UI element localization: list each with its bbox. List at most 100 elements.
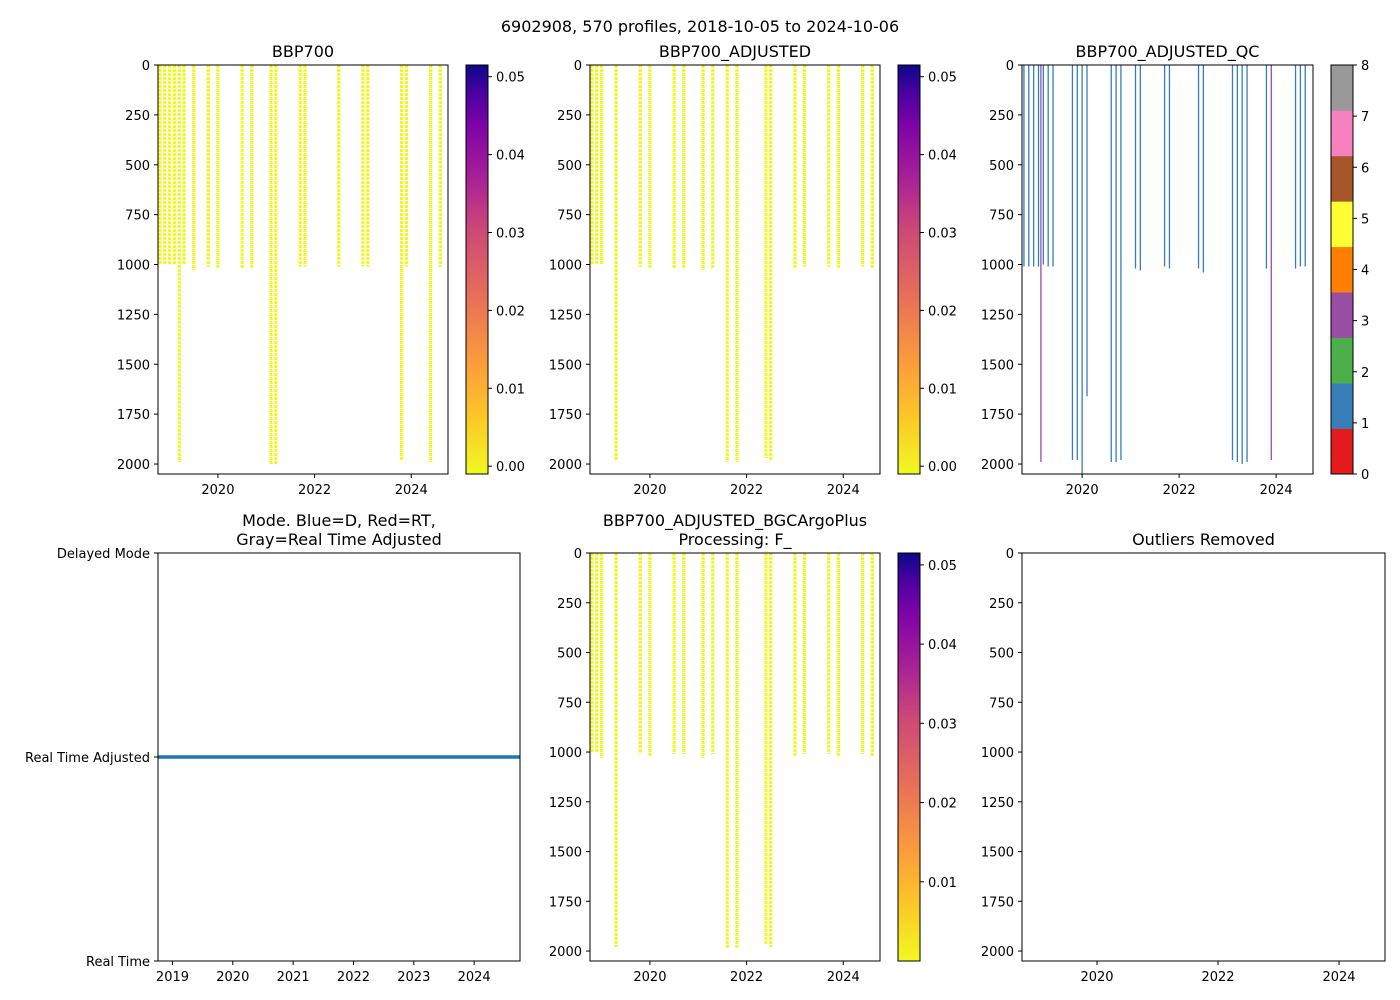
colorbar-tick-label: 0.03: [928, 226, 957, 241]
x-tick-label: 2020: [633, 970, 666, 985]
colorbar-swatch-5: [1331, 201, 1353, 248]
y-tick-label: 0: [1006, 59, 1014, 74]
profile-bar: [1120, 65, 1122, 461]
panels: BBP7000250500750100012501500175020002020…: [25, 42, 1386, 985]
profile-bar: [1042, 65, 1044, 265]
colorbar-frame: [897, 552, 921, 962]
chart-panel-3: BBP700_ADJUSTED_QC0250500750100012501500…: [981, 42, 1369, 498]
colorbar-tick-label: 0.02: [496, 304, 525, 319]
y-tick-label: 1000: [981, 746, 1014, 761]
colorbar-tick-label: 3: [1361, 315, 1369, 330]
plot-area: [158, 65, 442, 465]
plot-area: [1023, 65, 1306, 474]
chart-panel-2: BBP700_ADJUSTED 0 250 500 750 1000 1250 1500 175…: [549, 42, 957, 498]
x-axis: 2020 2022 2024: [201, 474, 428, 498]
colorbar-tick-label: 4: [1361, 264, 1369, 279]
colorbar-tick-label: 0.01: [928, 876, 957, 891]
chart-title: Gray=Real Time Adjusted: [236, 530, 442, 549]
x-tick-label: 2020: [633, 483, 666, 498]
x-axis: 2020 2022 2024: [633, 961, 860, 985]
chart-panel-4: Mode. Blue=D, Red=RT,Gray=Real Time Adju…: [25, 511, 521, 985]
axes-frame: [589, 552, 881, 962]
axes-frame: [1021, 64, 1314, 475]
y-tick-label: 750: [125, 209, 150, 224]
chart-title: Outliers Removed: [1132, 530, 1275, 549]
colorbar-tick-label: 0.05: [928, 71, 957, 86]
chart-panel-1: BBP700 0 250 500 750 1000 1250 1500 1750 2000 2020…: [117, 42, 525, 498]
x-tick-label: 2019: [156, 970, 189, 985]
x-tick-label: 2024: [1322, 970, 1355, 985]
y-tick-label: 1500: [549, 846, 582, 861]
colorbar-tick-label: 8: [1361, 59, 1369, 74]
colorbar-tick-label: 0.02: [928, 797, 957, 812]
profile-bar: [1197, 65, 1200, 269]
y-tick-label: 500: [557, 647, 582, 662]
profile-bar: [1081, 65, 1083, 474]
colorbar-tick-label: 0.00: [928, 460, 957, 475]
y-tick-label: 750: [989, 696, 1014, 711]
y-tick-label: 1500: [549, 358, 582, 373]
y-tick-label: 250: [557, 109, 582, 124]
y-tick-label: 1000: [117, 259, 150, 274]
x-tick-label: 2020: [1066, 483, 1099, 498]
colorbar: 0.00 0.01 0.02 0.03 0.04 0.05: [897, 64, 957, 475]
x-tick-label: 2022: [1201, 970, 1234, 985]
x-axis: 2020 2022 2024: [633, 474, 860, 498]
profile-bar: [1037, 65, 1040, 267]
y-tick-label: 0: [574, 59, 582, 74]
colorbar-tick-label: 0.05: [496, 71, 525, 86]
colorbar-swatch-6: [1331, 155, 1353, 202]
y-tick-label: 0: [142, 59, 150, 74]
y-tick-label: 1250: [549, 308, 582, 323]
chart-title: BBP700_ADJUSTED_BGCArgoPlus: [603, 511, 867, 531]
y-tick-label: 1000: [549, 746, 582, 761]
y-tick-label: 2000: [117, 458, 150, 473]
colorbar-tick-label: 0: [1361, 468, 1369, 483]
y-tick-label: Real Time Adjusted: [25, 751, 150, 766]
y-tick-label: 1750: [981, 408, 1014, 423]
plot-area: [590, 65, 874, 463]
x-tick-label: 2024: [827, 483, 860, 498]
x-axis: 2020 2022 2024: [1066, 474, 1293, 498]
colorbar-tick-label: 1: [1361, 417, 1369, 432]
y-tick-label: 1250: [981, 308, 1014, 323]
x-tick-label: 2022: [730, 970, 763, 985]
profile-bar: [1086, 65, 1088, 397]
colorbar-swatch-4: [1331, 246, 1353, 293]
profile-bar: [1071, 65, 1074, 461]
y-tick-label: 250: [125, 109, 150, 124]
y-tick-label: 1750: [981, 895, 1014, 910]
y-tick-label: 500: [125, 159, 150, 174]
colorbar-swatch-8: [1331, 65, 1353, 111]
y-tick-label: 250: [557, 597, 582, 612]
colorbar: 0.01 0.02 0.03 0.04 0.05: [897, 552, 957, 962]
colorbar-tick-label: 0.00: [496, 460, 525, 475]
y-tick-label: 2000: [981, 945, 1014, 960]
y-tick-label: 0: [1006, 547, 1014, 562]
colorbar-tick-label: 0.04: [496, 149, 525, 164]
colorbar-frame: [1330, 64, 1354, 475]
x-tick-label: 2020: [201, 483, 234, 498]
colorbar-swatch-1: [1331, 383, 1353, 429]
profile-bar: [1023, 65, 1025, 267]
colorbar-swatch-7: [1331, 110, 1353, 157]
colorbar: 0 1 2 3 4 5 6 7 8: [1330, 59, 1369, 483]
x-tick-label: 2024: [1260, 483, 1293, 498]
colorbar-tick-label: 5: [1361, 212, 1369, 227]
colorbar-gradient-bar: [898, 553, 920, 961]
colorbar-tick-label: 2: [1361, 366, 1369, 381]
y-tick-label: 2000: [549, 458, 582, 473]
colorbar-tick-label: 6: [1361, 161, 1369, 176]
profile-bar: [1052, 65, 1054, 267]
profile-bar: [1110, 65, 1112, 463]
y-tick-label: 1000: [981, 259, 1014, 274]
y-tick-label: 1500: [117, 358, 150, 373]
colorbar-tick-label: 7: [1361, 110, 1369, 125]
x-tick-label: 2021: [277, 970, 310, 985]
colorbar-tick-label: 0.03: [928, 717, 957, 732]
y-tick-label: 750: [557, 696, 582, 711]
y-axis: 0 250 500 750 1000 1250 1500 1750 2000: [117, 59, 158, 473]
colorbar-frame: [897, 64, 921, 475]
x-tick-label: 2022: [298, 483, 331, 498]
